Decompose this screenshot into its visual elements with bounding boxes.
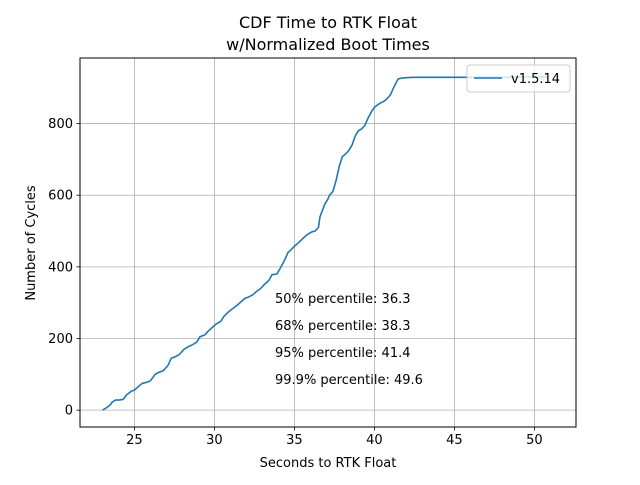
x-tick-label: 35	[286, 433, 303, 448]
series-line-v1-5-14	[101, 76, 548, 411]
ticks: 25 30 35 40 45 50 0 200 400 600 800	[48, 117, 543, 448]
annotation-p999: 99.9% percentile: 49.6	[275, 373, 423, 388]
y-tick-label: 600	[48, 189, 73, 204]
annotation-p68: 68% percentile: 38.3	[275, 319, 411, 334]
y-tick-label: 0	[65, 404, 73, 419]
legend: v1.5.14	[466, 64, 571, 93]
y-axis-label: Number of Cycles	[24, 185, 39, 301]
annotation-p50: 50% percentile: 36.3	[275, 292, 411, 307]
x-tick-label: 40	[366, 433, 383, 448]
annotation-p95: 95% percentile: 41.4	[275, 346, 411, 361]
chart-subtitle: w/Normalized Boot Times	[226, 35, 430, 54]
x-tick-label: 50	[526, 433, 543, 448]
grid	[80, 58, 576, 427]
y-tick-label: 400	[48, 260, 73, 275]
x-axis-label: Seconds to RTK Float	[260, 456, 397, 471]
series-layer	[101, 76, 548, 411]
x-tick-label: 25	[126, 433, 143, 448]
x-tick-label: 45	[446, 433, 463, 448]
x-tick-label: 30	[206, 433, 223, 448]
legend-box	[466, 64, 571, 93]
y-tick-label: 200	[48, 332, 73, 347]
chart-title: CDF Time to RTK Float	[239, 13, 417, 32]
legend-label: v1.5.14	[511, 72, 560, 87]
y-tick-label: 800	[48, 117, 73, 132]
annotations: 50% percentile: 36.3 68% percentile: 38.…	[275, 292, 423, 388]
plot-frame	[79, 57, 577, 428]
